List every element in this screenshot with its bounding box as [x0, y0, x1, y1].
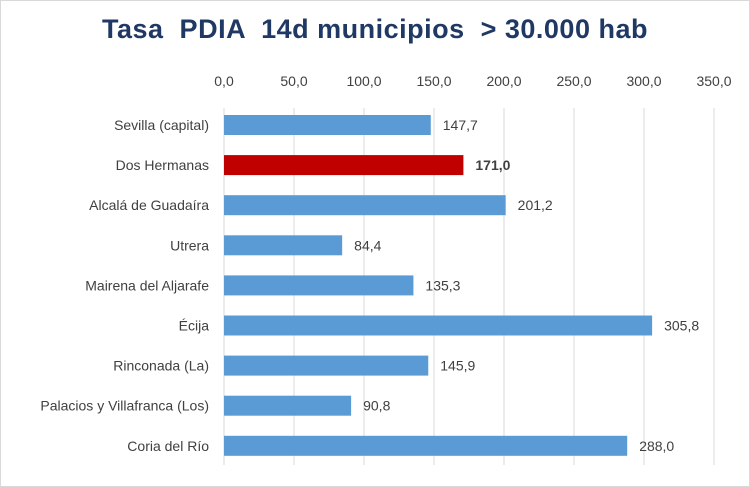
data-label: 84,4: [354, 237, 381, 253]
bar: [224, 275, 414, 296]
data-label: 147,7: [443, 117, 478, 133]
bar: [224, 155, 464, 176]
category-label: Rinconada (La): [113, 358, 209, 374]
chart-title: Tasa PDIA 14d municipios > 30.000 hab: [102, 14, 648, 44]
x-tick-label: 0,0: [214, 73, 234, 89]
data-label: 201,2: [518, 197, 553, 213]
data-label: 171,0: [475, 157, 510, 173]
x-tick-label: 50,0: [280, 73, 307, 89]
bar: [224, 395, 352, 416]
x-tick-label: 150,0: [416, 73, 451, 89]
data-label: 90,8: [363, 398, 390, 414]
bar: [224, 355, 429, 376]
bar: [224, 115, 431, 135]
bar: [224, 235, 343, 256]
x-tick-label: 350,0: [696, 73, 731, 89]
bar: [224, 195, 506, 216]
category-label: Sevilla (capital): [114, 117, 209, 133]
data-label: 135,3: [425, 277, 460, 293]
x-tick-label: 300,0: [626, 73, 661, 89]
category-label: Coria del Río: [127, 438, 209, 454]
x-tick-label: 250,0: [556, 73, 591, 89]
bar: [224, 315, 653, 336]
x-tick-label: 200,0: [486, 73, 521, 89]
category-label: Alcalá de Guadaíra: [89, 197, 209, 213]
bar: [224, 435, 628, 456]
x-tick-label: 100,0: [346, 73, 381, 89]
data-label: 305,8: [664, 318, 699, 334]
data-label: 145,9: [440, 358, 475, 374]
data-label: 288,0: [639, 438, 674, 454]
category-label: Palacios y Villafranca (Los): [40, 398, 209, 414]
category-label: Mairena del Aljarafe: [85, 277, 209, 293]
category-label: Utrera: [170, 237, 209, 253]
category-label: Écija: [179, 318, 210, 334]
category-label: Dos Hermanas: [116, 157, 209, 173]
